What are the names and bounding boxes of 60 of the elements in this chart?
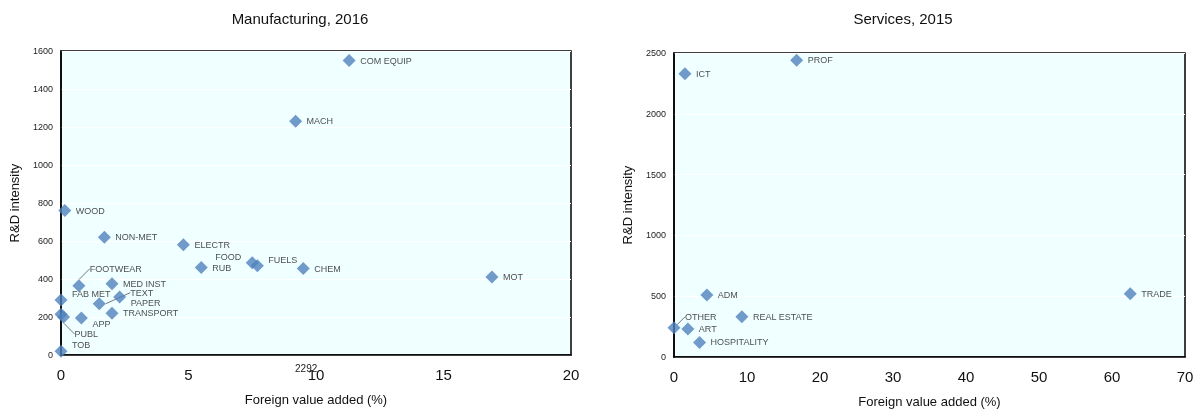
data-label: MOT <box>502 272 524 283</box>
x-tick-label: 50 <box>1030 368 1048 385</box>
chart-title: Services, 2015 <box>853 10 953 27</box>
data-label: TOB <box>72 340 91 351</box>
data-label: OTHER <box>685 311 717 322</box>
x-tick-label: 5 <box>184 366 193 383</box>
y-tick-label: 1600 <box>32 46 53 56</box>
x-tick-label: 40 <box>957 368 975 385</box>
y-tick-label: 1200 <box>32 122 53 132</box>
x-tick-label: 60 <box>1103 368 1121 385</box>
y-tick-label: 800 <box>37 198 53 208</box>
x-tick-label: 0 <box>669 368 679 385</box>
x-axis-title: Foreign value added (%) <box>244 392 388 407</box>
data-label: PUBL <box>74 329 99 339</box>
data-label: ICT <box>695 68 711 79</box>
x-tick-label: 0 <box>56 366 66 383</box>
x-tick-label: 20 <box>562 366 580 383</box>
x-tick-label: 30 <box>884 368 902 385</box>
x-tick-label: 10 <box>738 368 756 385</box>
data-label: ADM <box>717 289 738 300</box>
data-label: COM EQUIP <box>360 55 412 66</box>
data-label: PAPER <box>130 298 161 309</box>
data-label: MED INST <box>122 278 167 289</box>
y-tick-label: 200 <box>37 312 53 322</box>
data-label: ART <box>698 324 718 335</box>
y-tick-label: 2500 <box>645 48 666 58</box>
data-label: FOOTWEAR <box>89 263 143 274</box>
data-label: RUB <box>212 262 232 273</box>
y-tick-label: 2000 <box>645 108 666 119</box>
data-label: REAL ESTATE <box>753 311 813 322</box>
x-tick-label: 20 <box>811 368 829 385</box>
data-label: CHEM <box>314 263 341 274</box>
data-label: FOOD <box>215 251 242 262</box>
data-label: ELECTR <box>194 239 231 250</box>
y-tick-label: 1000 <box>32 160 53 170</box>
data-label: MACH <box>306 116 334 127</box>
y-tick-label: 1400 <box>32 84 53 94</box>
y-axis-title: R&D intensity <box>7 163 22 243</box>
chart-title: Manufacturing, 2016 <box>231 10 369 27</box>
data-label: APP <box>92 318 111 329</box>
data-label: FUELS <box>268 254 298 265</box>
y-tick-label: 400 <box>37 274 53 284</box>
y-tick-label: 0 <box>47 350 53 360</box>
y-axis-title: R&D intensity <box>620 165 635 245</box>
data-label: TEXT <box>130 287 154 298</box>
data-label: FAB MET <box>71 288 111 299</box>
x-axis-title: Foreign value added (%) <box>858 394 1001 409</box>
y-tick-label: 600 <box>37 236 53 246</box>
data-label: TRANSPORT <box>123 308 179 319</box>
y-tick-label: 500 <box>650 291 666 302</box>
x-tick-label: 15 <box>435 366 452 383</box>
data-label: NON-MET <box>115 232 158 243</box>
data-label: TRADE <box>1141 288 1172 299</box>
y-tick-label: 1500 <box>645 169 666 180</box>
y-tick-label: 1000 <box>645 230 666 241</box>
x-tick-label: 70 <box>1176 368 1194 385</box>
data-label: WOOD <box>75 205 106 216</box>
y-tick-label: 0 <box>660 352 666 362</box>
data-label: HOSPITALITY <box>710 337 769 348</box>
data-label: PROF <box>807 55 834 66</box>
